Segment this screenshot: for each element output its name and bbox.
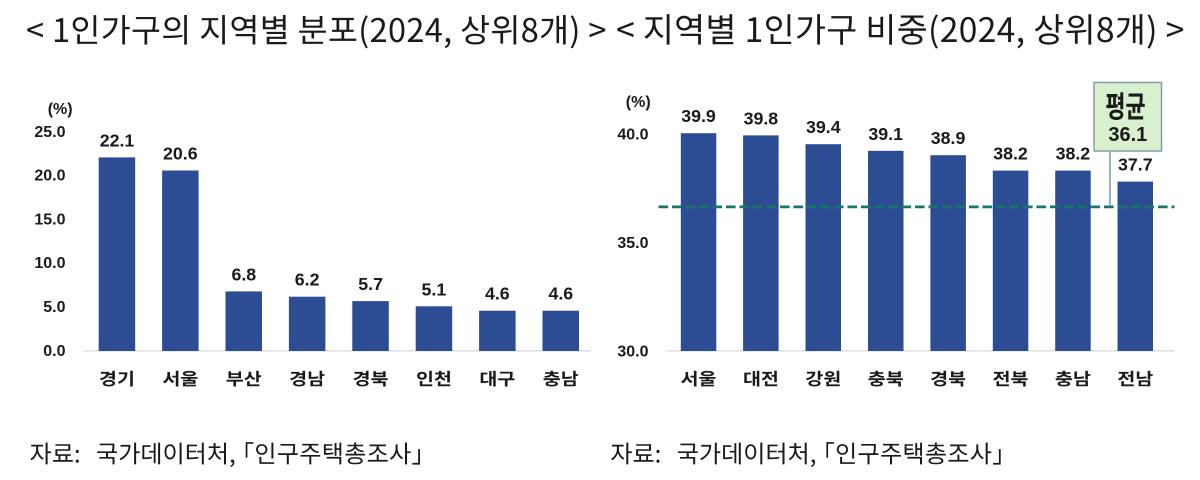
svg-text:6.8: 6.8: [231, 264, 256, 284]
svg-text:39.8: 39.8: [744, 108, 779, 128]
svg-text:20.6: 20.6: [163, 144, 198, 164]
svg-text:38.9: 38.9: [931, 128, 966, 148]
svg-text:39.1: 39.1: [868, 124, 903, 144]
svg-text:4.6: 4.6: [485, 284, 510, 304]
svg-text:5.0: 5.0: [43, 299, 65, 316]
svg-text:(%): (%): [48, 101, 73, 118]
svg-text:37.7: 37.7: [1118, 155, 1153, 175]
svg-text:10.0: 10.0: [34, 255, 65, 272]
svg-text:39.9: 39.9: [681, 106, 716, 126]
svg-text:6.2: 6.2: [295, 270, 320, 290]
svg-text:4.6: 4.6: [548, 284, 573, 304]
svg-text:38.2: 38.2: [1056, 144, 1091, 164]
svg-text:5.1: 5.1: [422, 279, 447, 299]
svg-text:40.0: 40.0: [617, 126, 648, 143]
svg-text:15.0: 15.0: [34, 211, 65, 228]
svg-text:20.0: 20.0: [34, 168, 65, 185]
svg-text:22.1: 22.1: [100, 130, 135, 150]
svg-text:30.0: 30.0: [617, 343, 648, 360]
svg-text:39.4: 39.4: [806, 117, 841, 137]
svg-text:25.0: 25.0: [34, 124, 65, 141]
svg-text:(%): (%): [626, 94, 651, 111]
svg-text:5.7: 5.7: [358, 274, 383, 294]
svg-text:0.0: 0.0: [43, 343, 65, 360]
svg-text:38.2: 38.2: [993, 144, 1028, 164]
svg-text:35.0: 35.0: [617, 235, 648, 252]
svg-text:36.1: 36.1: [1108, 124, 1147, 146]
